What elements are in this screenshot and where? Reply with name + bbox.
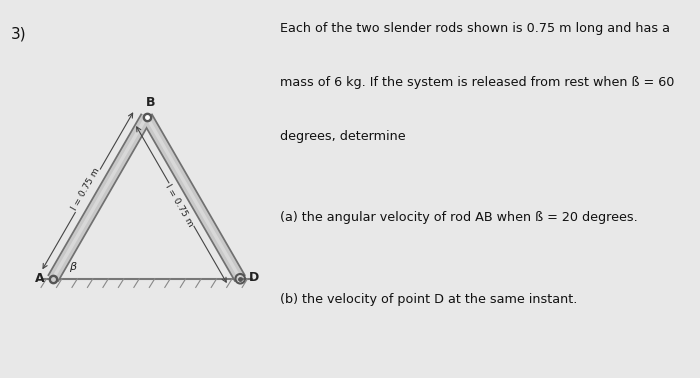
Text: l = 0.75 m: l = 0.75 m: [70, 167, 101, 212]
Text: degrees, determine: degrees, determine: [280, 130, 405, 143]
Text: B: B: [146, 96, 155, 109]
Text: A: A: [35, 272, 44, 285]
Text: (b) the velocity of point D at the same instant.: (b) the velocity of point D at the same …: [280, 293, 578, 306]
Text: (a) the angular velocity of rod AB when ß = 20 degrees.: (a) the angular velocity of rod AB when …: [280, 211, 638, 224]
Text: mass of 6 kg. If the system is released from rest when ß = 60: mass of 6 kg. If the system is released …: [280, 76, 674, 89]
Text: Each of the two slender rods shown is 0.75 m long and has a: Each of the two slender rods shown is 0.…: [280, 22, 670, 35]
Text: l = 0.75 m: l = 0.75 m: [164, 183, 195, 229]
Text: 3): 3): [10, 26, 26, 42]
Text: β: β: [69, 262, 76, 272]
Text: D: D: [249, 271, 259, 284]
